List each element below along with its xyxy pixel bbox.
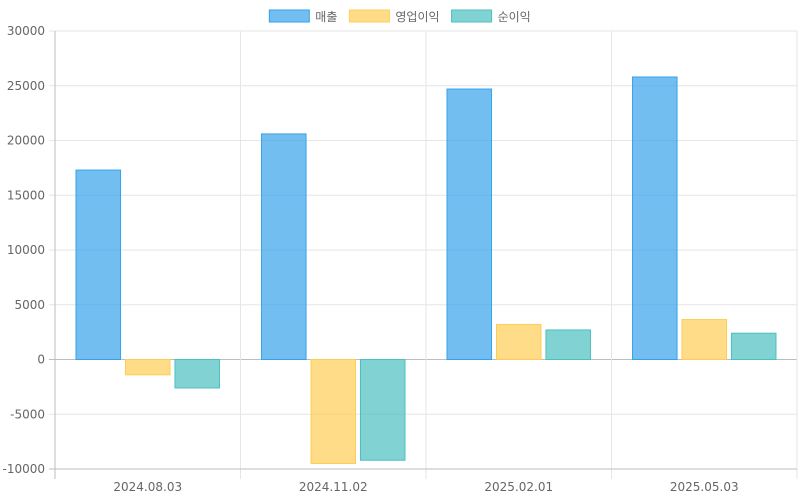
y-tick-label: 15000 (7, 188, 45, 202)
bar-1-2[interactable] (261, 133, 307, 360)
y-tick-label: 0 (37, 353, 45, 367)
legend-label: 영업이익 (395, 10, 439, 24)
x-tick-label: 2025.05.03 (670, 480, 739, 494)
bar-1-1[interactable] (75, 169, 122, 360)
bar-2-2[interactable] (310, 359, 357, 465)
bar-3-4[interactable] (730, 332, 777, 361)
y-tick-label: 30000 (7, 24, 45, 38)
legend-swatch[interactable] (348, 9, 390, 23)
legend-swatch[interactable] (268, 9, 310, 23)
y-tick-label: -5000 (10, 407, 45, 421)
bars (75, 76, 777, 465)
legend-label: 매출 (315, 10, 337, 24)
y-axis: 30000 25000 20000 15000 10000 5000 0 -5000 -1000… (2, 24, 56, 479)
y-tick-label: 10000 (7, 243, 45, 257)
bar-3-3[interactable] (545, 329, 591, 360)
x-axis: 2024.08.03 2024.11.02 2025.02.01 2025.05.03 (49, 468, 797, 494)
bar-2-1[interactable] (124, 359, 171, 376)
x-tick-label: 2024.11.02 (299, 480, 368, 494)
bar-1-3[interactable] (446, 88, 493, 360)
bar-3-2[interactable] (359, 359, 406, 461)
bar-3-1[interactable] (174, 359, 220, 389)
y-tick-label: -10000 (2, 462, 45, 476)
legend-swatch[interactable] (451, 9, 493, 23)
x-tick-label: 2024.08.03 (113, 480, 182, 494)
bar-2-4[interactable] (681, 319, 728, 360)
bar-2-3[interactable] (495, 323, 542, 360)
x-tick-label: 2025.02.01 (484, 480, 553, 494)
y-tick-label: 20000 (7, 134, 45, 148)
legend-label: 순이익 (498, 10, 531, 24)
grid-lines (49, 30, 798, 479)
y-tick-label: 25000 (7, 79, 45, 93)
y-tick-label: 5000 (14, 298, 45, 312)
legend: 매출 영업이익 순이익 (268, 9, 531, 24)
bar-1-4[interactable] (632, 76, 678, 361)
